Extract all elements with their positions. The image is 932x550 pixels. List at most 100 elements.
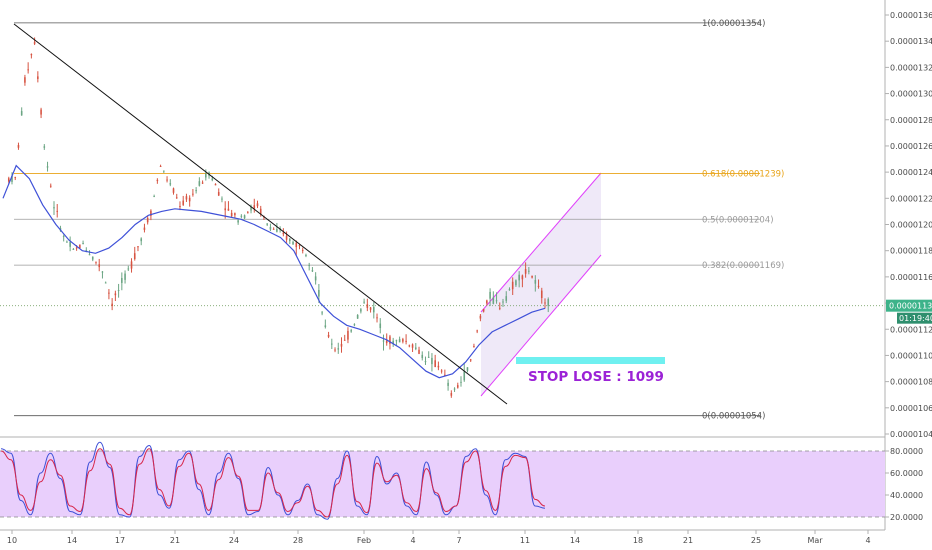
- candle-body: [437, 365, 440, 368]
- x-tick-label: 28: [293, 536, 303, 545]
- candle-body: [79, 244, 81, 249]
- candle-body: [30, 54, 33, 56]
- candle-body: [98, 264, 101, 268]
- candle-body: [56, 210, 59, 212]
- candle-body: [88, 254, 91, 256]
- candle-body: [492, 297, 495, 304]
- stoch-tick-label: 20.0000: [890, 513, 923, 522]
- candle-body: [137, 246, 139, 248]
- candle-body: [179, 205, 181, 208]
- candle-body: [282, 232, 285, 235]
- candle-body: [221, 198, 223, 200]
- candle-body: [318, 290, 320, 297]
- candle-body: [72, 248, 75, 250]
- candle-body: [469, 359, 472, 361]
- candle-body: [153, 196, 155, 198]
- candle-body: [27, 69, 29, 71]
- candle-body: [298, 245, 301, 247]
- candle-body: [104, 282, 107, 284]
- candle-body: [405, 340, 407, 342]
- candle-body: [40, 109, 42, 115]
- candle-body: [289, 238, 291, 242]
- candle-body: [408, 345, 411, 347]
- candle-body: [224, 208, 226, 211]
- candle-body: [163, 170, 165, 172]
- fib-level-label: 0(0.00001054): [702, 412, 765, 422]
- candle-body: [53, 207, 55, 209]
- stoch-tick-label: 40.0000: [890, 491, 923, 500]
- candle-body: [247, 212, 249, 214]
- candle-body: [331, 343, 333, 345]
- candle-body: [182, 200, 185, 205]
- candle-body: [372, 307, 375, 313]
- candle-body: [201, 182, 204, 184]
- candle-body: [237, 220, 239, 223]
- candle-body: [130, 261, 133, 269]
- candle-body: [482, 308, 485, 312]
- candle-body: [382, 340, 385, 342]
- candle-body: [531, 275, 533, 278]
- candle-body: [150, 210, 152, 216]
- candle-body: [256, 203, 259, 207]
- x-tick-label: Feb: [357, 536, 371, 545]
- x-tick-label: 11: [520, 536, 530, 545]
- candle-body: [7, 178, 10, 182]
- candle-body: [337, 348, 340, 350]
- candle-body: [518, 274, 520, 281]
- candle-body: [473, 346, 475, 348]
- ascending-channel[interactable]: [480, 172, 602, 397]
- candle-body: [214, 183, 217, 186]
- candle-body: [534, 280, 537, 284]
- candle-body: [17, 145, 20, 148]
- candle-body: [379, 323, 382, 329]
- candle-body: [101, 271, 104, 273]
- candle-body: [95, 261, 97, 263]
- countdown-label: 01:19:40: [899, 314, 932, 323]
- x-tick-label: 7: [456, 536, 461, 545]
- candle-body: [276, 229, 278, 232]
- candle-body: [321, 312, 323, 314]
- x-tick-label: Mar: [807, 536, 823, 545]
- candle-body: [511, 281, 514, 290]
- candle-body: [476, 330, 478, 332]
- candle-body: [402, 339, 404, 342]
- trendline[interactable]: [13, 23, 508, 405]
- candle-body: [108, 292, 110, 294]
- fib-level-label: 1(0.00001354): [702, 19, 765, 29]
- candle-body: [227, 208, 230, 211]
- candle-body: [46, 166, 49, 168]
- candle-body: [411, 344, 414, 348]
- stop-loss-annotation[interactable]: STOP LOSE : 1099: [516, 357, 665, 385]
- candle-body: [253, 205, 256, 209]
- channel-lower: [480, 254, 602, 397]
- candle-body: [111, 303, 113, 307]
- candle-body: [269, 226, 272, 230]
- stop-loss-label: STOP LOSE : 1099: [528, 369, 664, 385]
- candle-body: [547, 299, 550, 306]
- candle-body: [521, 275, 524, 280]
- candle-body: [340, 343, 343, 347]
- channel-fill: [481, 173, 601, 396]
- candle-body: [82, 242, 84, 245]
- x-tick-label: 4: [410, 536, 415, 545]
- candle-body: [508, 289, 511, 291]
- fib-level-label: 0.382(0.00001169): [702, 261, 784, 271]
- candle-body: [66, 241, 68, 243]
- candle-body: [308, 265, 310, 267]
- time-axis[interactable]: 10 14 17 21 24 28 Feb 4 7 11 14 18 21 25 Mar 4: [0, 529, 885, 545]
- candle-body: [243, 215, 246, 219]
- candle-body: [195, 190, 197, 192]
- candle-body: [234, 213, 236, 216]
- stoch-tick-label: 60.0000: [890, 469, 923, 478]
- candle-body: [20, 111, 23, 116]
- candle-body: [414, 347, 417, 350]
- candle-body: [528, 270, 530, 272]
- candle-body: [369, 307, 372, 310]
- fibonacci-retracement[interactable]: 1(0.00001354) 0.618(0.00001239) 0.5(0.0000…: [0, 19, 885, 422]
